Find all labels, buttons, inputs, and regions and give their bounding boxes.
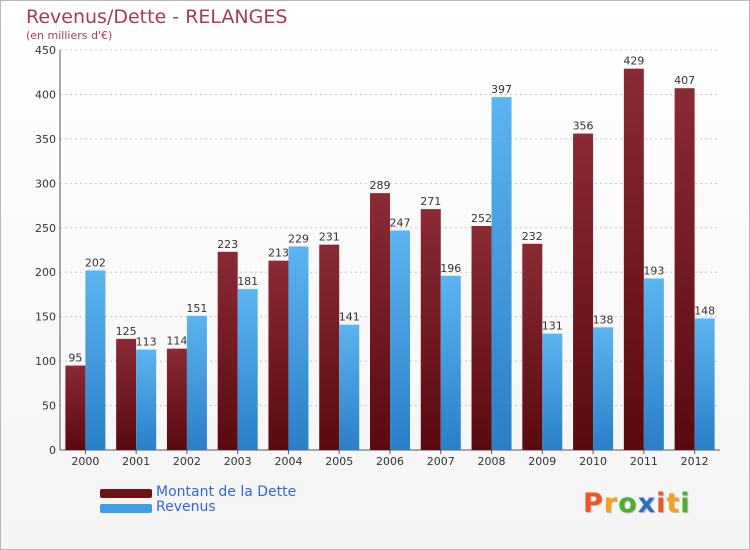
data-label-dette: 95 xyxy=(68,352,82,365)
bar-dette xyxy=(166,348,187,450)
bar-dette xyxy=(623,68,644,451)
data-label-revenus: 181 xyxy=(237,275,258,288)
data-label-revenus: 148 xyxy=(694,304,715,317)
x-tick-label: 2007 xyxy=(427,455,455,468)
bar-dette xyxy=(217,251,238,450)
y-tick-label: 200 xyxy=(35,266,56,279)
data-label-revenus: 193 xyxy=(643,264,664,277)
x-tick-label: 2012 xyxy=(681,455,709,468)
x-tick-label: 2000 xyxy=(71,455,99,468)
y-tick-label: 50 xyxy=(42,400,56,413)
x-tick-label: 2006 xyxy=(376,455,404,468)
legend-swatch-dette xyxy=(100,489,152,498)
data-label-dette: 213 xyxy=(268,247,289,260)
bar-dette xyxy=(522,243,543,450)
logo-letter: i xyxy=(656,488,667,519)
data-label-dette: 356 xyxy=(573,120,594,133)
data-label-dette: 429 xyxy=(623,55,644,68)
y-tick-label: 100 xyxy=(35,355,56,368)
x-tick-label: 2009 xyxy=(528,455,556,468)
bar-dette xyxy=(268,260,289,450)
logo-letter: x xyxy=(637,488,657,519)
data-label-revenus: 138 xyxy=(593,313,614,326)
x-tick-label: 2003 xyxy=(224,455,252,468)
y-tick-label: 150 xyxy=(35,311,56,324)
data-label-dette: 232 xyxy=(522,230,543,243)
logo-letter: r xyxy=(603,488,619,519)
data-label-revenus: 113 xyxy=(136,336,157,349)
bar-dette xyxy=(370,193,390,450)
data-label-dette: 231 xyxy=(319,231,340,244)
bar-revenus xyxy=(339,324,360,450)
data-label-revenus: 131 xyxy=(542,320,563,333)
y-tick-label: 450 xyxy=(35,44,56,57)
y-tick-label: 400 xyxy=(35,88,56,101)
bar-revenus xyxy=(288,246,309,450)
logo-letter: P xyxy=(583,488,604,519)
x-tick-label: 2008 xyxy=(478,455,506,468)
x-tick-label: 2001 xyxy=(122,455,150,468)
y-tick-label: 250 xyxy=(35,222,56,235)
bar-revenus xyxy=(593,327,614,450)
bar-revenus xyxy=(136,349,157,450)
x-tick-label: 2005 xyxy=(325,455,353,468)
bar-revenus xyxy=(186,315,207,450)
bar-dette xyxy=(471,226,492,450)
legend-swatch-revenus xyxy=(100,504,152,513)
proxiti-logo: Proxiti xyxy=(583,488,691,519)
data-label-revenus: 196 xyxy=(440,262,461,275)
data-label-dette: 114 xyxy=(166,335,187,348)
x-tick-label: 2002 xyxy=(173,455,201,468)
bar-revenus xyxy=(440,275,461,450)
bar-revenus xyxy=(643,278,664,450)
data-label-revenus: 397 xyxy=(491,83,512,96)
bar-dette xyxy=(573,133,594,451)
x-tick-label: 2010 xyxy=(579,455,607,468)
data-label-dette: 407 xyxy=(674,74,695,87)
y-tick-label: 350 xyxy=(35,133,56,146)
legend-label-revenus: Revenus xyxy=(156,499,216,515)
y-tick-label: 300 xyxy=(35,177,56,190)
y-tick-label: 0 xyxy=(49,444,56,457)
data-label-dette: 223 xyxy=(217,238,238,251)
data-label-dette: 271 xyxy=(420,195,441,208)
bar-revenus xyxy=(85,270,106,450)
chart-subtitle: (en milliers d'€) xyxy=(26,29,113,42)
data-label-dette: 252 xyxy=(471,212,492,225)
bar-revenus xyxy=(390,230,410,450)
x-tick-label: 2011 xyxy=(630,455,658,468)
bar-dette xyxy=(116,338,137,450)
bar-revenus xyxy=(491,97,512,450)
data-label-revenus: 229 xyxy=(288,232,309,245)
data-label-dette: 289 xyxy=(370,179,391,192)
logo-letter: o xyxy=(618,488,638,519)
data-label-revenus: 247 xyxy=(390,216,411,229)
bar-revenus xyxy=(694,318,715,450)
data-label-revenus: 202 xyxy=(85,256,106,269)
data-label-revenus: 141 xyxy=(339,311,360,324)
bar-revenus xyxy=(237,289,258,450)
legend-label-dette: Montant de la Dette xyxy=(156,484,297,500)
logo-letter: t xyxy=(666,488,681,519)
bar-dette xyxy=(420,209,441,450)
data-label-dette: 125 xyxy=(116,325,137,338)
bar-dette xyxy=(319,244,340,450)
bar-revenus xyxy=(542,333,563,450)
bar-dette xyxy=(65,365,86,450)
bar-dette xyxy=(674,88,695,450)
chart-title: Revenus/Dette - RELANGES xyxy=(26,6,288,28)
data-label-revenus: 151 xyxy=(186,302,207,315)
logo-letter: i xyxy=(680,488,691,519)
x-tick-label: 2004 xyxy=(274,455,302,468)
